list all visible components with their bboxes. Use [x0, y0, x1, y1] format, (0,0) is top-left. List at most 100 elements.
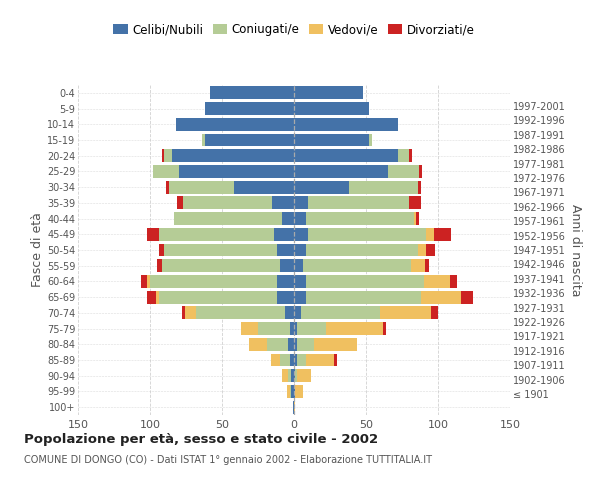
- Bar: [419, 165, 422, 178]
- Bar: [294, 290, 305, 304]
- Bar: [427, 228, 434, 240]
- Y-axis label: Fasce di età: Fasce di età: [31, 212, 44, 288]
- Bar: [290, 354, 294, 366]
- Bar: [205, 102, 294, 115]
- Bar: [434, 228, 451, 240]
- Bar: [147, 290, 156, 304]
- Bar: [380, 306, 431, 320]
- Bar: [147, 275, 150, 288]
- Bar: [349, 180, 418, 194]
- Bar: [416, 212, 419, 225]
- Bar: [294, 165, 388, 178]
- Bar: [258, 322, 290, 335]
- Bar: [164, 244, 277, 256]
- Bar: [274, 228, 294, 240]
- Bar: [334, 354, 337, 366]
- Bar: [277, 244, 294, 256]
- Bar: [283, 370, 288, 382]
- Legend: Celibi/Nubili, Coniugati/e, Vedovi/e, Divorziati/e: Celibi/Nubili, Coniugati/e, Vedovi/e, Di…: [109, 18, 479, 41]
- Bar: [178, 196, 183, 209]
- Bar: [294, 86, 363, 100]
- Bar: [250, 338, 266, 350]
- Bar: [410, 260, 425, 272]
- Bar: [202, 134, 205, 146]
- Text: COMUNE DI DONGO (CO) - Dati ISTAT 1° gennaio 2002 - Elaborazione TUTTITALIA.IT: COMUNE DI DONGO (CO) - Dati ISTAT 1° gen…: [24, 455, 432, 465]
- Bar: [294, 228, 308, 240]
- Bar: [305, 290, 421, 304]
- Bar: [449, 275, 457, 288]
- Bar: [295, 370, 297, 382]
- Bar: [294, 134, 369, 146]
- Bar: [326, 322, 383, 335]
- Bar: [305, 244, 418, 256]
- Bar: [288, 370, 291, 382]
- Bar: [142, 275, 147, 288]
- Bar: [305, 212, 413, 225]
- Bar: [308, 228, 427, 240]
- Bar: [196, 306, 286, 320]
- Bar: [297, 338, 314, 350]
- Bar: [211, 86, 294, 100]
- Bar: [294, 180, 349, 194]
- Bar: [418, 180, 421, 194]
- Bar: [383, 322, 386, 335]
- Bar: [150, 275, 277, 288]
- Bar: [427, 244, 435, 256]
- Y-axis label: Anni di nascita: Anni di nascita: [569, 204, 583, 296]
- Bar: [297, 354, 305, 366]
- Bar: [169, 180, 233, 194]
- Bar: [294, 212, 305, 225]
- Bar: [271, 354, 280, 366]
- Bar: [277, 275, 294, 288]
- Bar: [158, 290, 277, 304]
- Bar: [294, 370, 295, 382]
- Bar: [409, 196, 421, 209]
- Bar: [413, 212, 416, 225]
- Bar: [290, 385, 291, 398]
- Bar: [175, 212, 283, 225]
- Bar: [166, 180, 169, 194]
- Bar: [425, 260, 430, 272]
- Bar: [294, 260, 302, 272]
- Bar: [179, 165, 294, 178]
- Bar: [418, 244, 427, 256]
- Bar: [153, 165, 179, 178]
- Bar: [294, 322, 297, 335]
- Bar: [294, 118, 398, 130]
- Bar: [302, 260, 410, 272]
- Bar: [294, 275, 305, 288]
- Bar: [297, 322, 326, 335]
- Bar: [294, 150, 398, 162]
- Bar: [294, 306, 301, 320]
- Bar: [314, 338, 358, 350]
- Bar: [293, 400, 294, 413]
- Bar: [301, 306, 380, 320]
- Bar: [305, 275, 424, 288]
- Bar: [295, 385, 302, 398]
- Bar: [294, 354, 297, 366]
- Bar: [158, 228, 274, 240]
- Bar: [164, 150, 172, 162]
- Bar: [158, 244, 164, 256]
- Bar: [156, 290, 158, 304]
- Bar: [205, 134, 294, 146]
- Bar: [421, 290, 461, 304]
- Bar: [290, 322, 294, 335]
- Bar: [461, 290, 473, 304]
- Bar: [294, 244, 305, 256]
- Bar: [277, 290, 294, 304]
- Bar: [409, 150, 412, 162]
- Bar: [185, 306, 196, 320]
- Bar: [280, 354, 290, 366]
- Bar: [241, 322, 258, 335]
- Bar: [280, 260, 294, 272]
- Bar: [424, 275, 449, 288]
- Bar: [369, 134, 372, 146]
- Bar: [176, 118, 294, 130]
- Bar: [266, 338, 288, 350]
- Bar: [183, 196, 272, 209]
- Bar: [294, 196, 308, 209]
- Bar: [297, 370, 311, 382]
- Bar: [283, 212, 294, 225]
- Bar: [172, 150, 294, 162]
